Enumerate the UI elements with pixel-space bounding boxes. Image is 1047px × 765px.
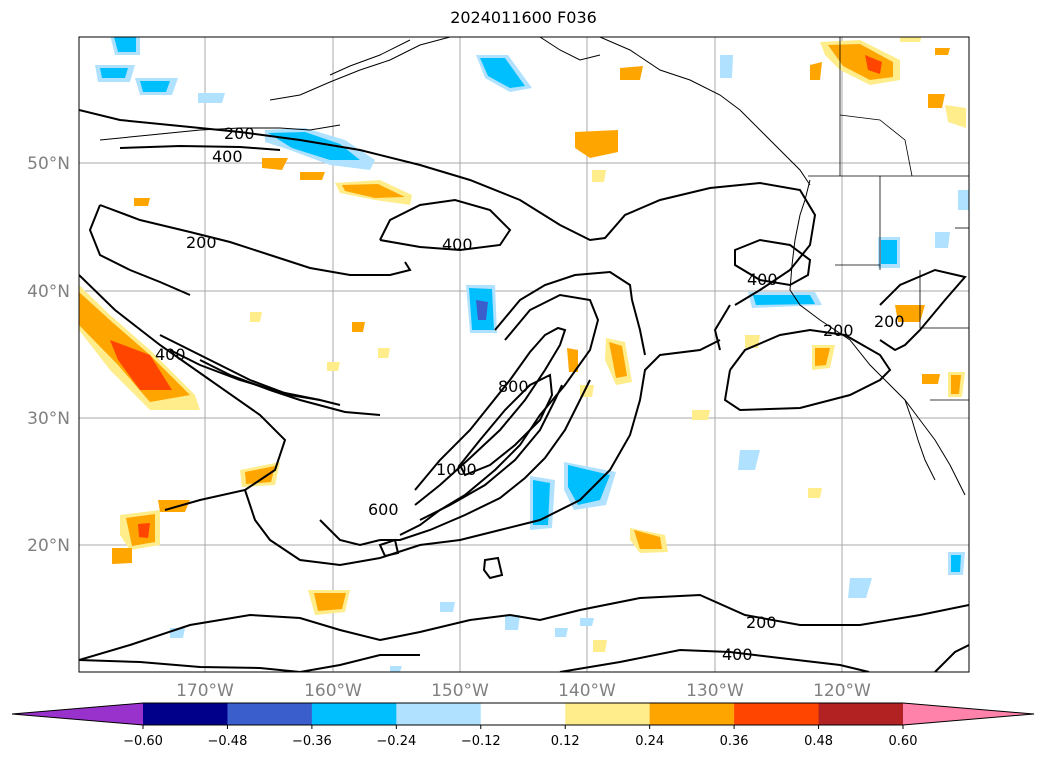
contour-label: 400 bbox=[212, 147, 243, 166]
colorbar-segment bbox=[227, 703, 313, 725]
colorbar-tick-label: 0.24 bbox=[635, 734, 664, 749]
lon-label: 130°W bbox=[686, 681, 744, 701]
contour-label: 400 bbox=[155, 345, 186, 364]
lat-label: 30°N bbox=[27, 409, 70, 429]
gridlines bbox=[79, 37, 969, 672]
colorbar-tick-label: −0.12 bbox=[461, 734, 501, 749]
lon-labels: 170°W 160°W 150°W 140°W 130°W 120°W bbox=[176, 681, 871, 701]
contour-label: 200 bbox=[224, 124, 255, 143]
colorbar-segment bbox=[649, 703, 735, 725]
lon-label: 120°W bbox=[813, 681, 871, 701]
contour-label: 400 bbox=[442, 235, 473, 254]
colorbar-segment bbox=[734, 703, 820, 725]
height-contours bbox=[79, 109, 969, 672]
lat-label: 40°N bbox=[27, 282, 70, 302]
colorbar-tick-label: 0.12 bbox=[551, 734, 580, 749]
colorbar-segment bbox=[565, 703, 651, 725]
colorbar-tick-label: −0.60 bbox=[123, 734, 163, 749]
contour-label: 200 bbox=[186, 233, 217, 252]
lat-label: 20°N bbox=[27, 536, 70, 556]
coastlines bbox=[99, 37, 966, 496]
lon-label: 150°W bbox=[431, 681, 489, 701]
contour-label: 600 bbox=[368, 500, 399, 519]
colorbar-tick-label: 0.48 bbox=[804, 734, 833, 749]
lon-label: 160°W bbox=[304, 681, 362, 701]
colorbar-segment bbox=[143, 703, 228, 725]
colorbar-tick-label: 0.60 bbox=[889, 734, 918, 749]
map-frame bbox=[78, 36, 970, 673]
colorbar-segment bbox=[818, 703, 904, 725]
colorbar-segment bbox=[311, 703, 397, 725]
colorbar-tick-label: −0.36 bbox=[292, 734, 332, 749]
map-title: 2024011600 F036 bbox=[450, 8, 597, 27]
colorbar-tick-label: −0.24 bbox=[376, 734, 416, 749]
lon-label: 170°W bbox=[176, 681, 234, 701]
lat-label: 50°N bbox=[27, 154, 70, 174]
contour-label: 400 bbox=[747, 270, 778, 289]
contour-label: 800 bbox=[498, 377, 529, 396]
colorbar-segment bbox=[396, 703, 482, 725]
shading-cold bbox=[95, 37, 969, 672]
contour-labels: 200 400 200 400 400 600 800 1000 400 200… bbox=[155, 124, 905, 664]
colorbar-extension-low bbox=[12, 703, 143, 725]
contour-label: 200 bbox=[874, 312, 905, 331]
colorbar-segment bbox=[480, 703, 566, 725]
contour-label: 200 bbox=[823, 321, 854, 340]
contour-label: 200 bbox=[746, 613, 777, 632]
lat-labels: 50°N 40°N 30°N 20°N bbox=[27, 154, 70, 556]
political-borders bbox=[808, 37, 969, 401]
colorbar-extension-high bbox=[903, 703, 1034, 725]
contour-label: 1000 bbox=[436, 460, 477, 479]
colorbar: −0.60 −0.48 −0.36 −0.24 −0.12 0.12 0.24 0.36 0.4… bbox=[11, 702, 1035, 749]
colorbar-tick-label: 0.36 bbox=[720, 734, 749, 749]
map-frame-bg bbox=[79, 37, 969, 672]
lon-label: 140°W bbox=[558, 681, 616, 701]
shading-warm bbox=[79, 37, 966, 652]
contour-label: 400 bbox=[722, 645, 753, 664]
colorbar-tick-label: −0.48 bbox=[208, 734, 248, 749]
